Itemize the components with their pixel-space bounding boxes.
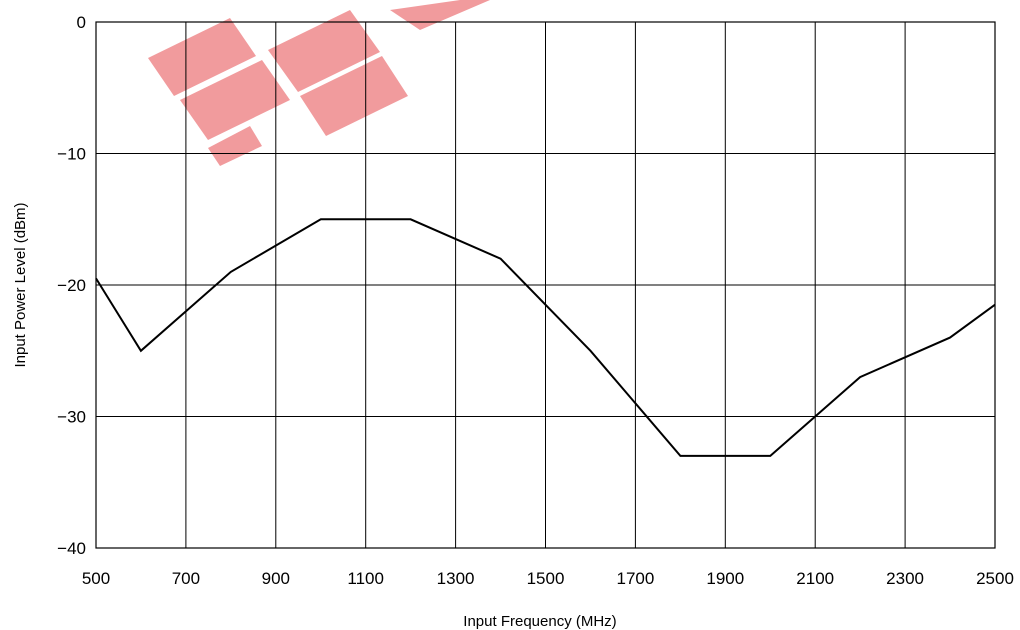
x-tick-label: 1300 [437,569,475,588]
x-tick-label: 1100 [347,569,384,588]
x-tick-label: 1500 [527,569,565,588]
y-tick-labels: 0 −10 −20 −30 −40 [57,13,86,558]
x-tick-label: 2100 [796,569,834,588]
x-axis-title: Input Frequency (MHz) [463,613,616,630]
series-group [95,218,996,457]
x-tick-label: 1900 [706,569,744,588]
x-tick-label: 1700 [616,569,654,588]
y-tick-label: −10 [57,145,86,164]
series-line-0 [95,218,996,457]
x-tick-label: 700 [172,569,200,588]
y-tick-label: −20 [57,276,86,295]
y-tick-label: −30 [57,408,86,427]
x-tick-label: 900 [262,569,290,588]
plot-area [95,21,996,549]
y-tick-label: −40 [57,539,86,558]
logo-watermark [148,0,490,166]
x-tick-label: 2500 [976,569,1014,588]
x-tick-label: 2300 [886,569,924,588]
x-tick-labels: 500 700 900 1100 1300 1500 1700 1900 2100 2300 250… [82,569,1014,588]
y-tick-label: 0 [77,13,86,32]
y-axis-title: Input Power Level (dBm) [12,202,29,367]
x-tick-label: 500 [82,569,110,588]
